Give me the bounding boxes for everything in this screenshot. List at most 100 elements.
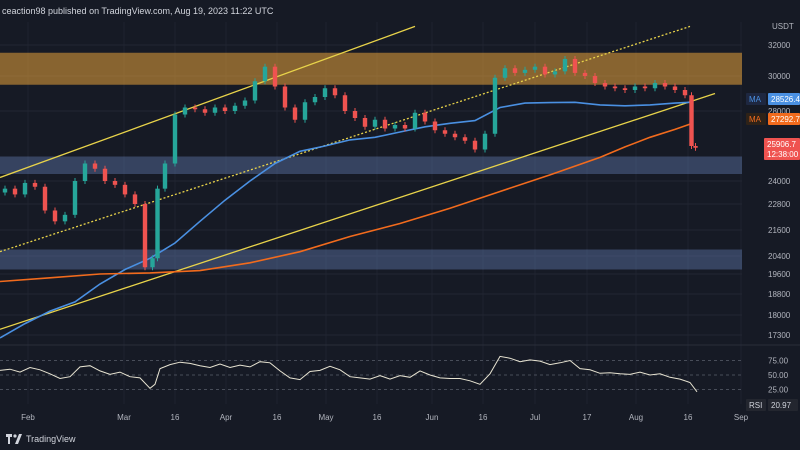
ma-tag-blue-bg: [746, 93, 766, 105]
candle-52: [512, 68, 518, 73]
price-tick-32000: 32000: [768, 41, 791, 50]
candle-66: [652, 83, 658, 89]
candle-55: [542, 66, 548, 75]
price-tick-17300: 17300: [768, 331, 791, 340]
candle-39: [382, 119, 388, 129]
series-layer: [0, 55, 698, 339]
zone-resistance: [0, 52, 742, 85]
candle-21: [202, 109, 208, 113]
time-tick-13: Sep: [734, 413, 749, 422]
candle-25: [242, 100, 248, 106]
candle-45: [442, 130, 448, 134]
candle-57: [562, 58, 568, 72]
ma-value-orange-bg: [768, 113, 800, 125]
price-tick-18800: 18800: [768, 290, 791, 299]
candle-33: [322, 88, 328, 97]
brand[interactable]: TradingView: [6, 428, 76, 450]
rsi-tag: RSI: [749, 401, 762, 410]
candle-15: [150, 258, 155, 268]
candle-49: [482, 133, 488, 150]
candle-29: [282, 86, 288, 108]
rsi-value-bg: [768, 399, 798, 411]
candle-36: [352, 111, 358, 118]
price-tick-24000: 24000: [768, 177, 791, 186]
time-tick-6: 16: [373, 413, 382, 422]
time-tick-3: Apr: [220, 413, 233, 422]
candle-70: [689, 95, 694, 146]
candle-3: [32, 182, 38, 187]
candle-24: [232, 105, 238, 111]
candle-68: [672, 86, 678, 90]
candle-62: [612, 86, 618, 89]
candle-8: [82, 163, 88, 181]
price-tick-21600: 21600: [768, 226, 791, 235]
candle-38: [372, 119, 378, 127]
rsi-line: [0, 355, 698, 393]
price-chart[interactable]: USDT 32000 30000 28000 24000 22800 21600 20400 1…: [0, 0, 800, 428]
time-axis[interactable]: Feb Mar 16 Apr 16 May 16 Jun 16 Jul 17 Aug 16 Sep: [21, 413, 749, 422]
rsi-level-label-1: 50.00: [768, 371, 789, 380]
time-tick-4: 16: [273, 413, 282, 422]
price-tick-18000: 18000: [768, 311, 791, 320]
price-tick-30000: 30000: [768, 72, 791, 81]
candle-0: [2, 188, 8, 193]
candle-12: [122, 184, 128, 195]
candle-56: [552, 71, 558, 75]
price-axis[interactable]: USDT 32000 30000 28000 24000 22800 21600 20400 1…: [768, 22, 794, 395]
price-time: 12:38:00: [767, 150, 799, 159]
series-labels: MA 28526.4 MA 27292.7 25906.712:38:00 RSI 20.9…: [746, 93, 800, 411]
ma-tag-blue: MA: [749, 95, 762, 104]
trendline-1: [0, 25, 416, 179]
candle-37: [362, 118, 368, 127]
candle-13: [132, 194, 138, 204]
time-tick-7: Jun: [426, 413, 439, 422]
ma-line-1: [0, 123, 691, 283]
candle-48: [472, 140, 478, 150]
trendline-3: [0, 92, 716, 330]
candle-40: [392, 125, 398, 129]
price-axis-currency: USDT: [772, 22, 794, 31]
candle-47: [462, 137, 468, 141]
ma-value-orange: 27292.7: [771, 115, 800, 124]
candle-71: [693, 146, 698, 148]
candle-35: [342, 95, 348, 111]
candle-7: [72, 181, 78, 215]
candle-17: [162, 163, 168, 189]
price-tick-20400: 20400: [768, 252, 791, 261]
brand-name: TradingView: [26, 434, 76, 444]
candle-69: [682, 90, 688, 96]
candle-11: [112, 181, 118, 185]
candle-30: [292, 107, 298, 120]
ma-tag-orange: MA: [749, 115, 762, 124]
rsi-tag-bg: [746, 399, 766, 411]
candle-51: [502, 68, 508, 78]
time-tick-8: 16: [479, 413, 488, 422]
ma-value-blue: 28526.4: [771, 95, 800, 104]
time-tick-0: Feb: [21, 413, 35, 422]
zone-support-upper: [0, 156, 742, 174]
time-tick-10: 17: [583, 413, 592, 422]
candle-28: [272, 66, 278, 87]
support-resistance-zones: [0, 52, 742, 270]
candle-50: [492, 77, 498, 134]
candle-23: [222, 107, 228, 111]
candle-53: [522, 69, 528, 73]
candle-20: [192, 107, 198, 110]
candle-42: [412, 112, 418, 129]
rsi-level-label-2: 25.00: [768, 386, 789, 395]
candle-59: [582, 72, 588, 76]
candle-26: [252, 81, 258, 101]
candle-16: [155, 188, 160, 259]
price-value: 25906.7: [767, 140, 796, 149]
ma-tag-orange-bg: [746, 113, 766, 125]
candle-19: [182, 107, 188, 115]
candle-1: [12, 188, 18, 195]
time-tick-12: 16: [684, 413, 693, 422]
time-tick-11: Aug: [629, 413, 643, 422]
publisher-header: ceaction98 published on TradingView.com,…: [0, 0, 800, 22]
candle-61: [602, 83, 608, 87]
candle-9: [92, 163, 98, 169]
zone-support-lower: [0, 249, 742, 270]
tradingview-logo-icon: [6, 434, 22, 444]
candle-46: [452, 133, 458, 138]
